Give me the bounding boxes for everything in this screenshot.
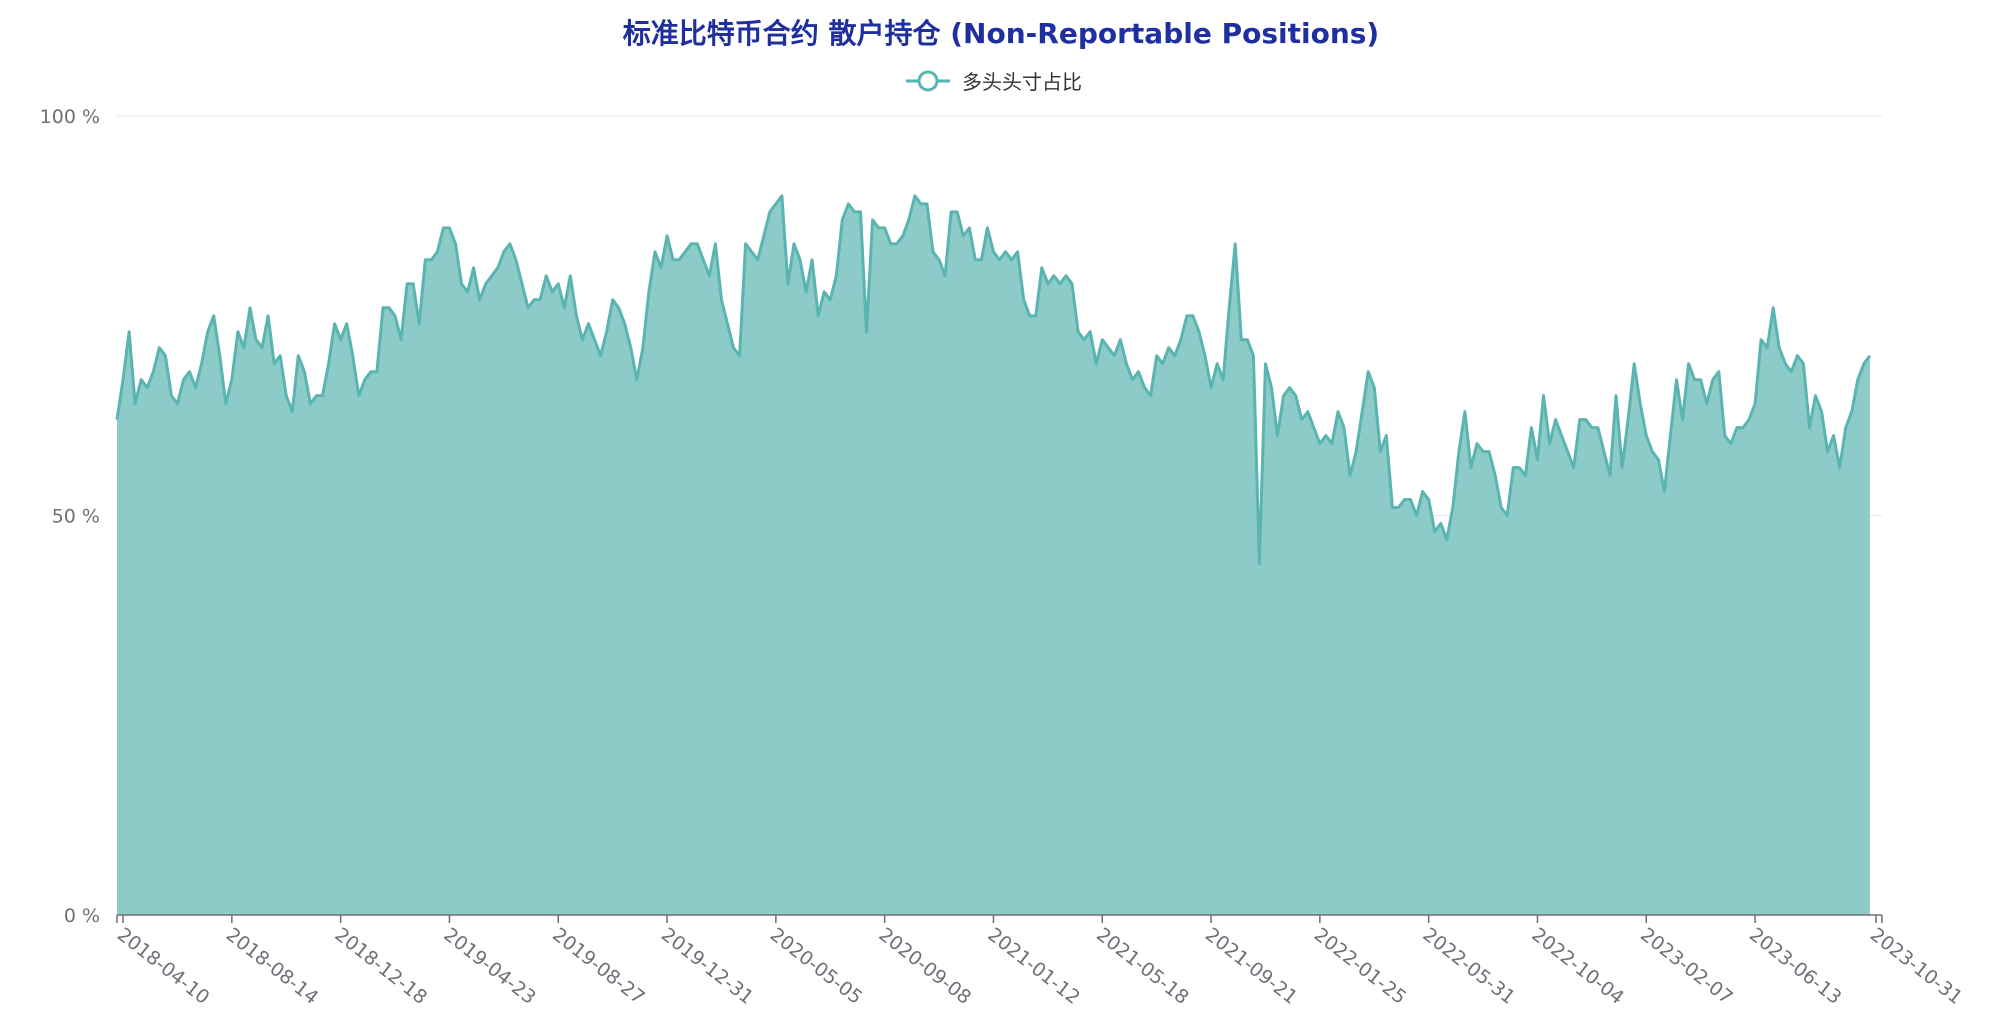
x-tick-label: 2021-09-21	[1201, 924, 1302, 1009]
x-tick-label: 2023-10-31	[1866, 924, 1967, 1009]
x-tick-label: 2022-10-04	[1527, 924, 1628, 1009]
x-tick-label: 2019-12-31	[657, 924, 758, 1009]
series-area	[117, 195, 1870, 915]
legend-marker-icon	[917, 70, 939, 92]
x-tick-label: 2019-08-27	[548, 924, 649, 1009]
x-tick-label: 2023-02-07	[1636, 924, 1737, 1009]
x-tick-label: 2021-05-18	[1092, 924, 1193, 1009]
legend[interactable]: 多头头寸占比	[906, 70, 1082, 94]
x-tick-label: 2022-01-25	[1310, 924, 1411, 1009]
x-tick-label: 2022-05-31	[1419, 924, 1520, 1009]
chart-title: 标准比特币合约 散户持仓 (Non-Reportable Positions)	[623, 17, 1379, 50]
x-tick-label: 2019-04-23	[439, 924, 540, 1009]
x-tick-label: 2020-09-08	[875, 924, 976, 1009]
x-tick-label: 2018-12-18	[331, 924, 432, 1009]
y-axis: 0 % 50 % 100 %	[40, 106, 100, 927]
x-tick-label: 2021-01-12	[983, 924, 1084, 1009]
y-tick-label: 100 %	[40, 106, 100, 128]
x-tick-label: 2018-04-10	[113, 924, 214, 1009]
series-line	[115, 194, 1872, 565]
x-tick-label: 2020-05-05	[766, 924, 867, 1009]
x-tick-label: 2023-06-13	[1745, 924, 1846, 1009]
y-tick-label: 0 %	[64, 905, 100, 927]
y-tick-label: 50 %	[52, 506, 100, 528]
x-tick-label: 2018-08-14	[222, 924, 323, 1009]
x-axis: 2018-04-10 2018-08-14 2018-12-18 2019-04-23…	[113, 915, 1966, 1009]
legend-label: 多头头寸占比	[962, 70, 1082, 94]
